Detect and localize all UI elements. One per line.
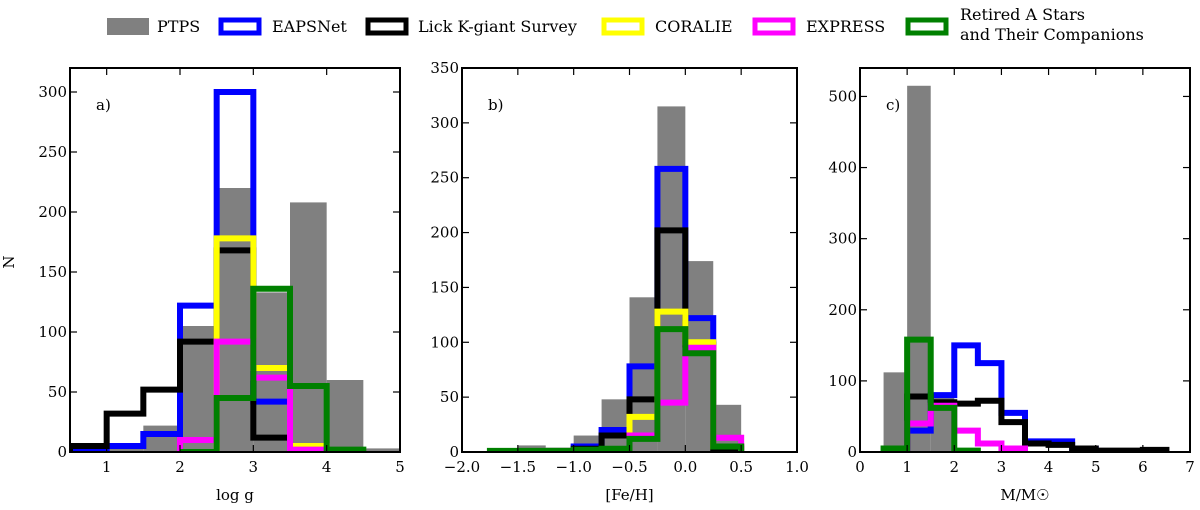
y-tick-label: 500 xyxy=(828,87,857,105)
bar-ptps-7 xyxy=(326,380,364,452)
panel-label: b) xyxy=(488,96,503,114)
y-axis-label: N xyxy=(0,255,18,268)
x-tick-label: 0.5 xyxy=(729,458,753,476)
legend-swatch-0 xyxy=(107,18,149,35)
bar-ptps-4 xyxy=(601,399,630,452)
axes-frame xyxy=(859,67,1191,453)
legend-swatch-3 xyxy=(601,17,645,36)
x-axis-label: log g xyxy=(216,486,254,504)
bar-ptps-8 xyxy=(363,448,400,452)
y-tick-label: 300 xyxy=(38,83,67,101)
x-tick-label: 5 xyxy=(395,458,405,476)
x-tick-label: 2 xyxy=(950,458,960,476)
bar-ptps-6 xyxy=(290,202,327,452)
legend-label-0: PTPS xyxy=(157,17,200,36)
bar-ptps-7 xyxy=(685,261,714,452)
y-tick-label: 0 xyxy=(847,443,857,461)
axes-frame xyxy=(69,67,401,453)
bar-ptps-6 xyxy=(657,106,686,452)
panel-label: c) xyxy=(886,96,900,114)
hist-lick-k-giant-survey xyxy=(70,247,293,452)
legend-label-4: EXPRESS xyxy=(806,17,885,36)
y-tick-label: 200 xyxy=(828,301,857,319)
x-axis-label: M/M☉ xyxy=(1000,486,1049,504)
plot-area xyxy=(486,106,745,452)
legend-label-5-line2: and Their Companions xyxy=(960,25,1144,44)
legend-swatch-4 xyxy=(752,17,796,36)
legend-label-5: Retired A Stars xyxy=(960,5,1085,24)
bar-ptps-2 xyxy=(143,425,180,452)
y-tick-label: 150 xyxy=(430,278,459,296)
hist-express xyxy=(626,344,745,452)
y-tick-label: 50 xyxy=(48,383,67,401)
x-tick-label: −1.5 xyxy=(500,458,536,476)
y-tick-label: 100 xyxy=(828,372,857,390)
x-tick-label: 6 xyxy=(1138,458,1148,476)
x-tick-label: −1.0 xyxy=(555,458,591,476)
hist-coralie xyxy=(213,235,330,452)
x-tick-label: 1.0 xyxy=(785,458,809,476)
legend-swatch-1 xyxy=(218,17,262,36)
bar-ptps-4 xyxy=(216,188,254,452)
y-tick-label: 0 xyxy=(449,443,459,461)
x-tick-label: 7 xyxy=(1185,458,1195,476)
hist-retired-a-stars-and-their-companions xyxy=(486,326,745,452)
legend: PTPS EAPSNet Lick K-giant Survey CORALIE EXP… xyxy=(107,5,1144,44)
legend-label-1: EAPSNet xyxy=(272,17,347,36)
bar-ptps-0 xyxy=(883,372,908,452)
y-tick-label: 250 xyxy=(430,169,459,187)
y-tick-label: 100 xyxy=(430,333,459,351)
y-tick-label: 100 xyxy=(38,323,67,341)
x-tick-label: 2 xyxy=(175,458,185,476)
panel-c: 0 1 2 3 4 5 6 7 0 100 200 300 400 500 c) M/M☉ xyxy=(828,67,1195,504)
panel-b: −2.0 −1.5 −1.0 −0.5 0.0 0.5 1.0 0 50 100 150 200 250… xyxy=(430,59,809,504)
hist-retired-a-stars-and-their-companions xyxy=(880,336,981,452)
bar-ptps-5 xyxy=(629,297,658,452)
y-tick-label: 300 xyxy=(828,230,857,248)
legend-swatch-2 xyxy=(365,17,409,36)
legend-label-3: CORALIE xyxy=(655,17,733,36)
y-tick-label: 150 xyxy=(38,263,67,281)
hist-express xyxy=(904,402,1028,452)
x-tick-label: 0.0 xyxy=(673,458,697,476)
plot-area xyxy=(880,85,1170,452)
x-tick-label: 3 xyxy=(249,458,259,476)
x-tick-label: −0.5 xyxy=(611,458,647,476)
y-tick-label: 200 xyxy=(38,203,67,221)
bar-ptps-1 xyxy=(907,85,931,452)
y-tick-label: 0 xyxy=(57,443,67,461)
x-tick-label: 3 xyxy=(997,458,1007,476)
y-tick-label: 400 xyxy=(828,159,857,177)
x-tick-label: 0 xyxy=(855,458,865,476)
x-tick-label: 1 xyxy=(102,458,112,476)
x-tick-label: −2.0 xyxy=(444,458,480,476)
y-tick-label: 50 xyxy=(440,388,459,406)
x-tick-label: 4 xyxy=(322,458,332,476)
bar-ptps-5 xyxy=(253,292,290,452)
legend-label-2: Lick K-giant Survey xyxy=(418,17,577,36)
x-tick-label: 4 xyxy=(1044,458,1054,476)
x-tick-label: 5 xyxy=(1091,458,1101,476)
x-axis-label: [Fe/H] xyxy=(605,486,653,504)
panel-label: a) xyxy=(96,96,111,114)
y-tick-label: 200 xyxy=(430,224,459,242)
y-tick-label: 350 xyxy=(430,59,459,77)
y-tick-label: 250 xyxy=(38,143,67,161)
legend-swatch-5 xyxy=(905,17,949,36)
hist-lick-k-giant-survey xyxy=(904,393,1170,452)
bar-ptps-3 xyxy=(180,326,217,452)
y-tick-label: 300 xyxy=(430,114,459,132)
plot-area xyxy=(70,89,400,452)
x-tick-label: 1 xyxy=(902,458,912,476)
hist-retired-a-stars-and-their-companions xyxy=(180,285,367,452)
